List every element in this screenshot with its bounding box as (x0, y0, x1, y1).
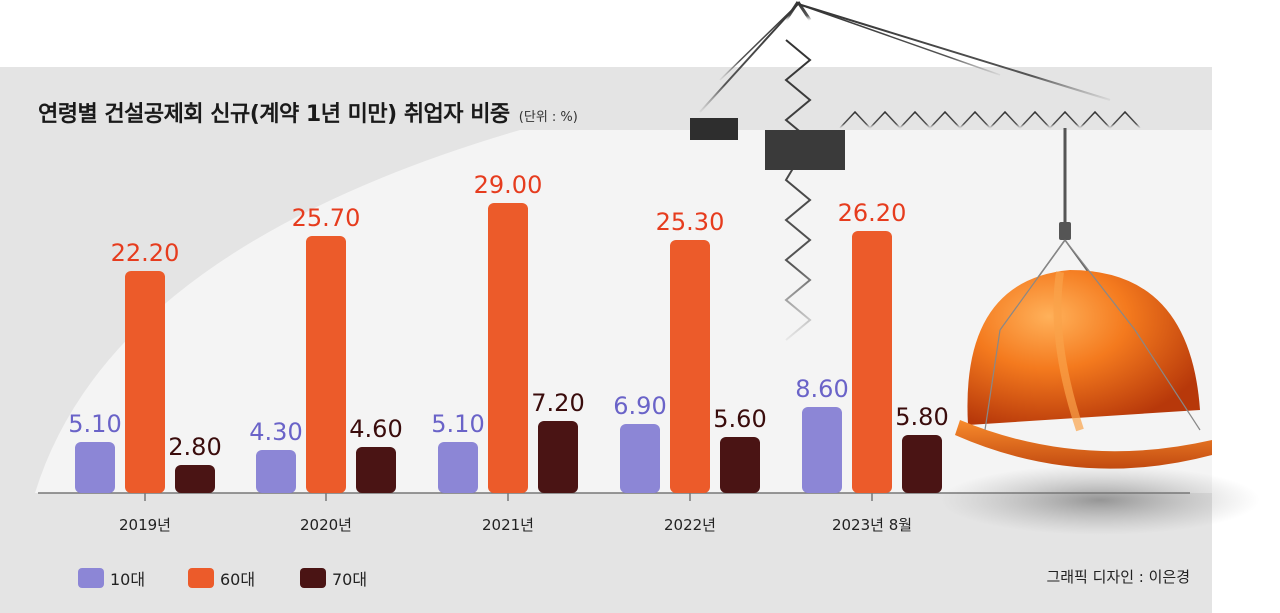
legend-label-10s: 10대 (110, 570, 146, 589)
x-tick-label-4: 2023년 8월 (832, 516, 912, 534)
data-label-60s-3: 25.30 (656, 208, 725, 236)
legend-swatch-70s (300, 568, 326, 588)
data-label-10s-0: 5.10 (68, 410, 121, 438)
legend-swatch-60s (188, 568, 214, 588)
data-label-60s-4: 26.20 (838, 199, 907, 227)
legend-swatch-10s (78, 568, 104, 588)
bar-60s-1 (306, 236, 346, 493)
legend-item-60s: 60대 (188, 566, 255, 590)
chart-title-area: 연령별 건설공제회 신규(계약 1년 미만) 취업자 비중 (단위 : %) (38, 96, 578, 128)
bar-60s-4 (852, 231, 892, 493)
bar-60s-2 (488, 203, 528, 493)
data-label-70s-2: 7.20 (531, 389, 584, 417)
helmet-illustration (955, 239, 1212, 469)
crane-cab (765, 130, 845, 170)
helmet-shadow (940, 465, 1260, 535)
data-label-70s-4: 5.80 (895, 403, 948, 431)
data-label-70s-0: 2.80 (168, 433, 221, 461)
chart-title: 연령별 건설공제회 신규(계약 1년 미만) 취업자 비중 (38, 102, 510, 127)
legend-label-60s: 60대 (220, 570, 256, 589)
data-label-10s-2: 5.10 (431, 410, 484, 438)
bar-10s-2 (438, 442, 478, 493)
crane-counterweight (690, 118, 738, 140)
bar-70s-0 (175, 465, 215, 493)
data-label-60s-2: 29.00 (474, 171, 543, 199)
bar-70s-3 (720, 437, 760, 493)
bar-10s-3 (620, 424, 660, 493)
crane-hook (1059, 222, 1071, 240)
unit-label: (단위 : %) (518, 110, 578, 125)
legend-label-70s: 70대 (332, 570, 368, 589)
bar-70s-4 (902, 435, 942, 493)
bar-10s-1 (256, 450, 296, 493)
bar-10s-0 (75, 442, 115, 493)
x-tick-label-0: 2019년 (119, 516, 171, 534)
bar-60s-0 (125, 271, 165, 493)
data-label-60s-1: 25.70 (292, 204, 361, 232)
data-label-60s-0: 22.20 (111, 239, 180, 267)
legend-item-70s: 70대 (300, 566, 367, 590)
x-tick-label-3: 2022년 (664, 516, 716, 534)
x-tick-label-2: 2021년 (482, 516, 534, 534)
x-tick-label-1: 2020년 (300, 516, 352, 534)
data-label-10s-1: 4.30 (249, 418, 302, 446)
legend-item-10s: 10대 (78, 566, 145, 590)
crane-illustration (684, 1, 1141, 360)
data-label-10s-4: 8.60 (795, 375, 848, 403)
data-label-70s-1: 4.60 (349, 415, 402, 443)
bar-70s-1 (356, 447, 396, 493)
data-label-10s-3: 6.90 (613, 392, 666, 420)
bar-60s-3 (670, 240, 710, 493)
credit-text: 그래픽 디자인 : 이은경 (1046, 568, 1190, 586)
bar-70s-2 (538, 421, 578, 493)
bar-10s-4 (802, 407, 842, 493)
data-label-70s-3: 5.60 (713, 405, 766, 433)
